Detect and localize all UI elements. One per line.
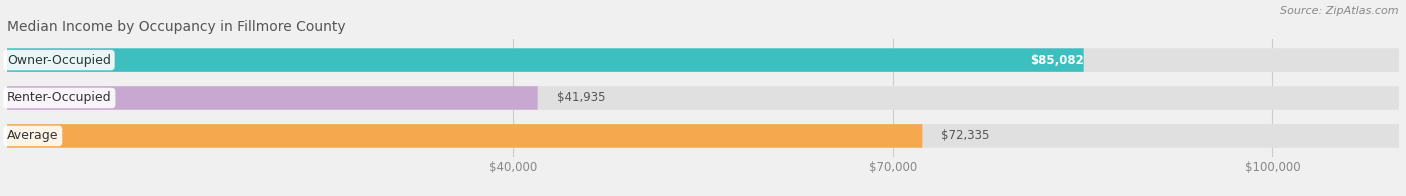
Text: Source: ZipAtlas.com: Source: ZipAtlas.com <box>1281 6 1399 16</box>
Text: Average: Average <box>7 129 59 142</box>
Text: $72,335: $72,335 <box>942 129 990 142</box>
FancyBboxPatch shape <box>7 86 1399 110</box>
FancyBboxPatch shape <box>7 48 1084 72</box>
Text: Owner-Occupied: Owner-Occupied <box>7 54 111 67</box>
FancyBboxPatch shape <box>7 86 537 110</box>
Text: Median Income by Occupancy in Fillmore County: Median Income by Occupancy in Fillmore C… <box>7 20 346 34</box>
FancyBboxPatch shape <box>7 124 922 148</box>
Text: $41,935: $41,935 <box>557 92 605 104</box>
Text: $85,082: $85,082 <box>1031 54 1084 67</box>
FancyBboxPatch shape <box>7 48 1399 72</box>
Text: Renter-Occupied: Renter-Occupied <box>7 92 111 104</box>
FancyBboxPatch shape <box>7 124 1399 148</box>
